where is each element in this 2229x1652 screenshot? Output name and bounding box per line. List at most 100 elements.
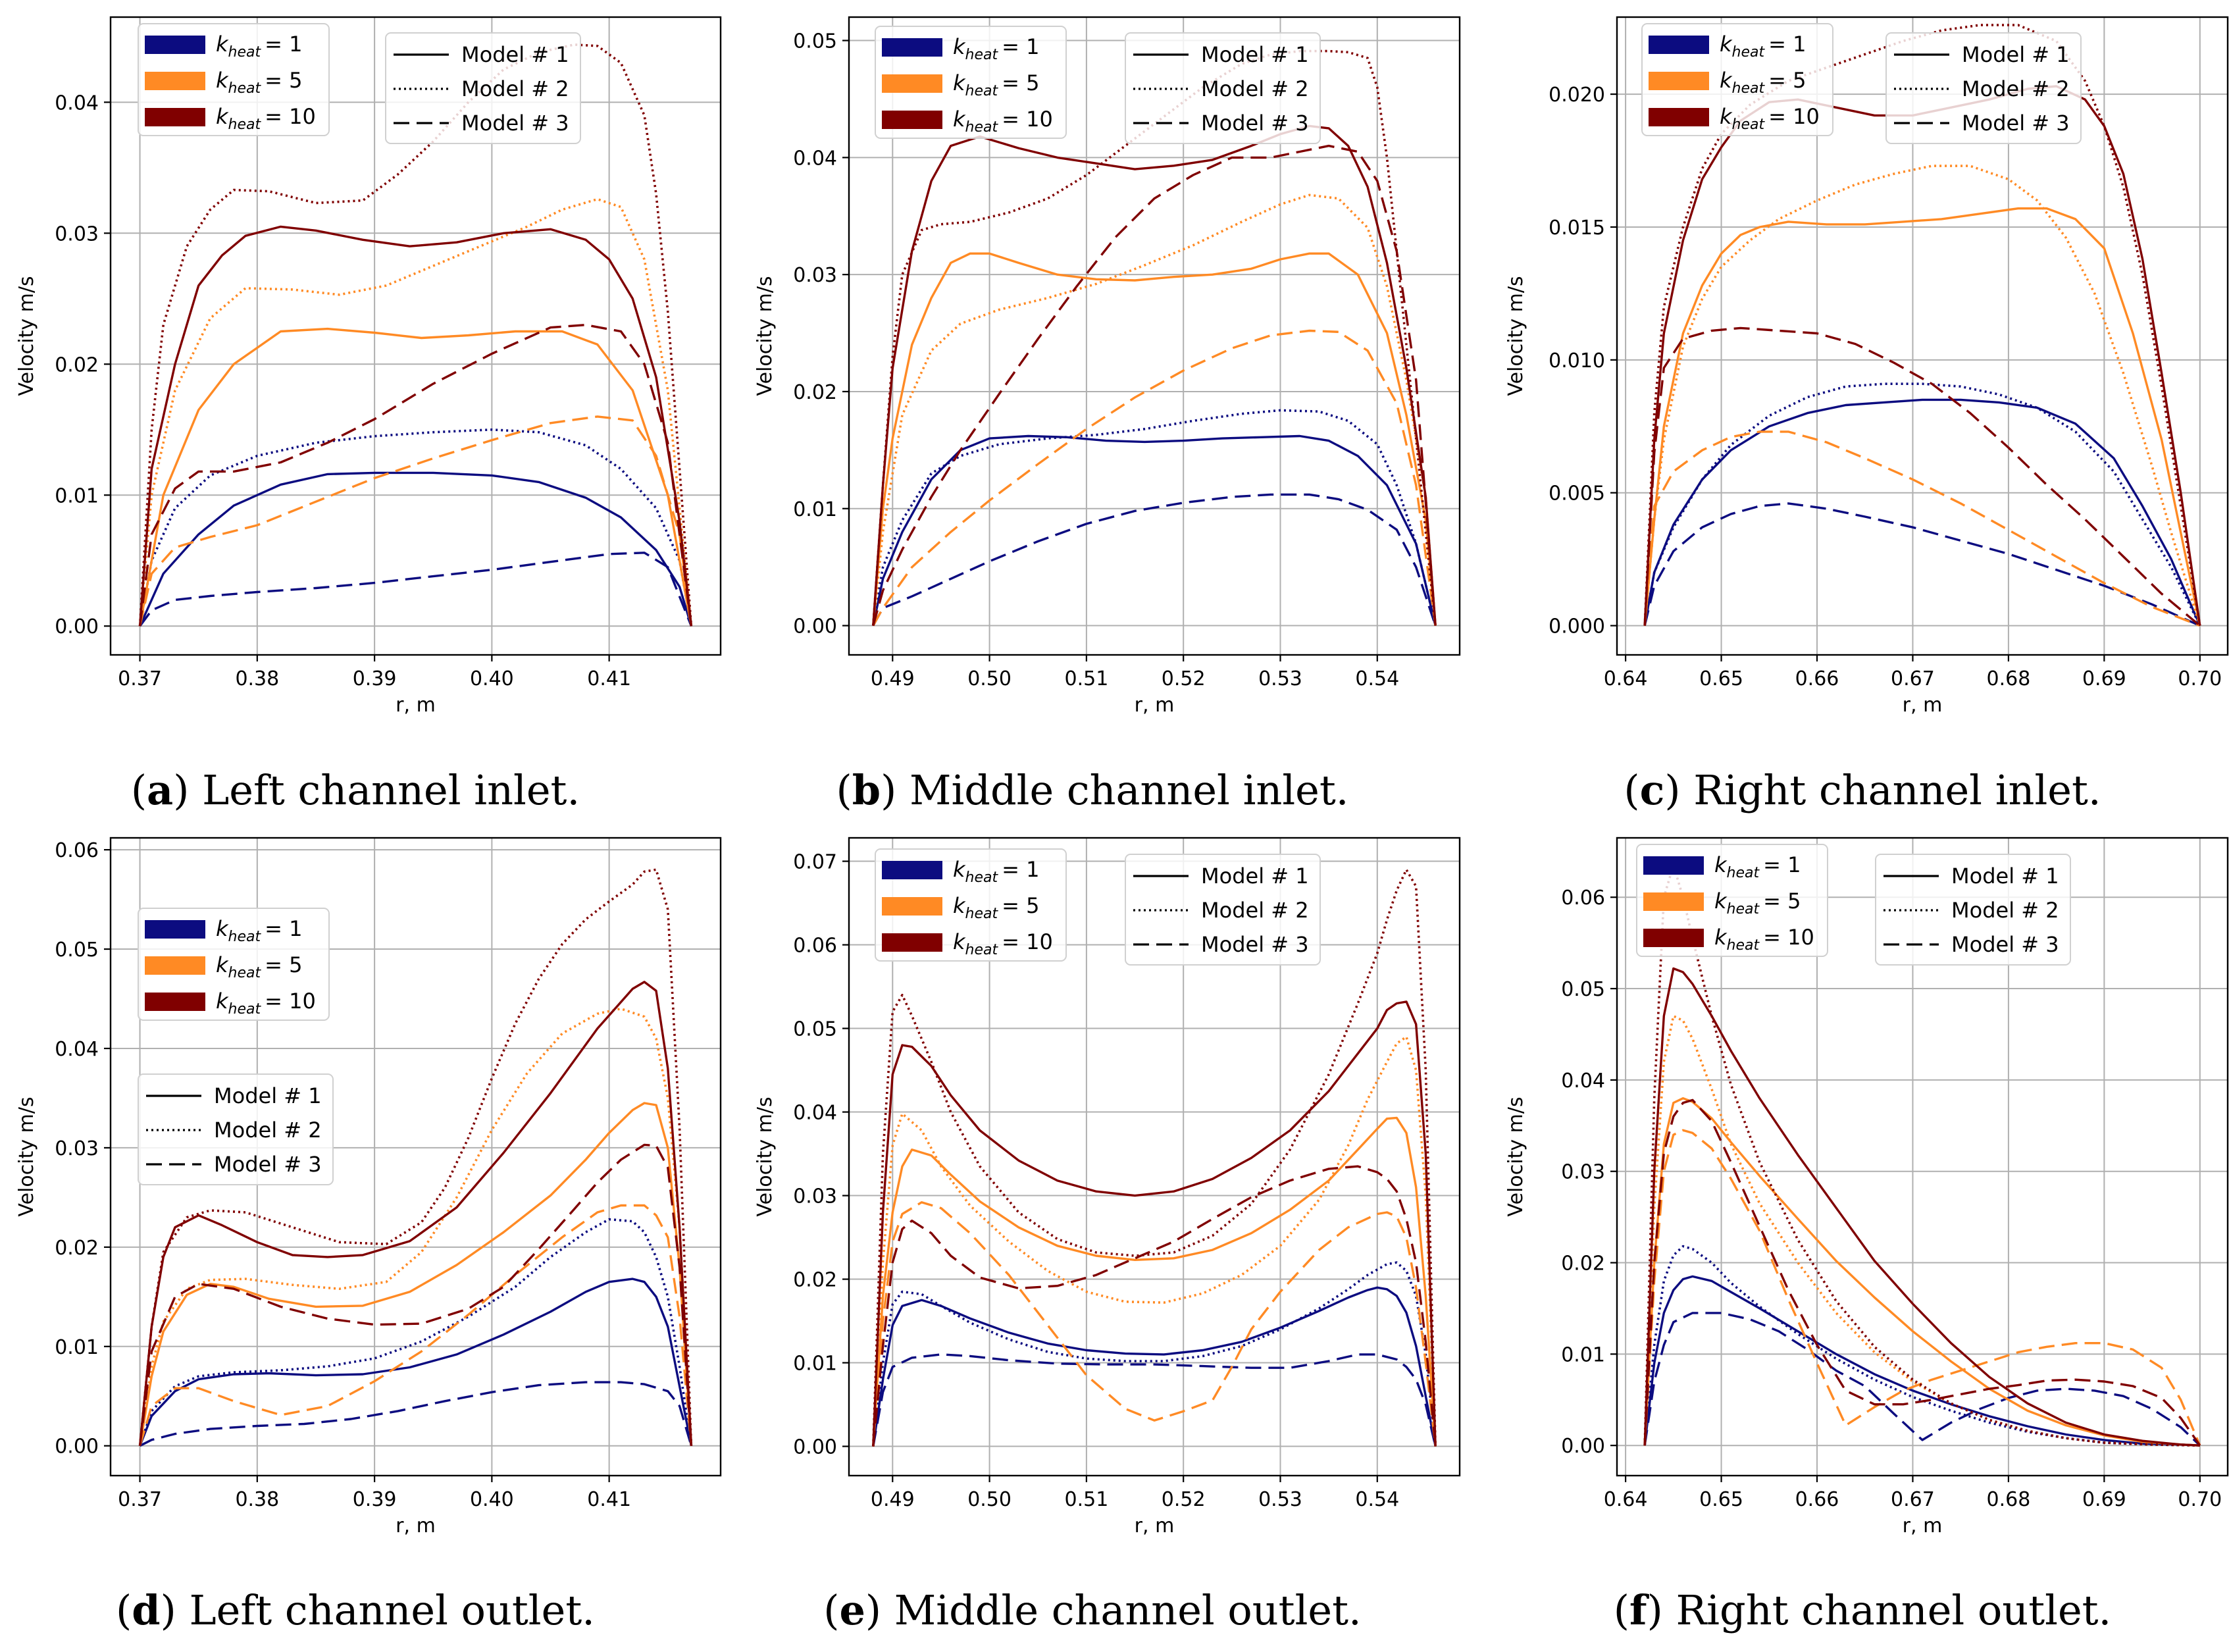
series-line: [1643, 1129, 2201, 1446]
legend-kheat-label: kheat = 1: [953, 857, 1039, 886]
series-line: [1643, 1312, 2201, 1447]
y-tick-label: 0.01: [793, 1353, 837, 1376]
series-line: [139, 471, 693, 627]
series-line: [872, 409, 1437, 627]
x-tick-label: 0.39: [353, 1488, 397, 1511]
x-tick-label: 0.53: [1258, 667, 1302, 690]
series-line: [872, 1286, 1437, 1447]
plot-frame: [848, 16, 1461, 656]
series-group: [872, 49, 1437, 627]
plot-frame: [109, 16, 722, 656]
legend-swatch: [145, 956, 205, 975]
legend-model: [1125, 32, 1321, 144]
legend-kheat-label: kheat = 5: [953, 893, 1039, 922]
x-tick-label: 0.37: [118, 1488, 162, 1511]
y-tick-label: 0.00: [55, 1435, 99, 1458]
y-tick-label: 0.01: [1561, 1343, 1605, 1366]
x-tick-label: 0.53: [1258, 1488, 1302, 1511]
series-line: [139, 1381, 693, 1447]
legend-model: [138, 1073, 334, 1185]
series-group: [1643, 864, 2201, 1447]
x-tick-label: 0.70: [2178, 667, 2222, 690]
panel-caption: (e) Middle channel outlet.: [823, 1586, 1362, 1634]
legend-kheat-label: kheat = 1: [216, 916, 302, 945]
legend-kheat-label: kheat = 1: [216, 32, 302, 61]
legend-swatch: [882, 861, 942, 879]
legend-model-label: Model # 1: [461, 42, 569, 67]
legend-model-label: Model # 3: [461, 111, 569, 136]
series-line: [1643, 207, 2201, 626]
series-group: [138, 43, 693, 627]
legend-kheat-label: kheat = 1: [1720, 32, 1806, 61]
legend-swatch: [145, 36, 205, 54]
x-tick-label: 0.51: [1064, 1488, 1108, 1511]
legend-model-label: Model # 2: [214, 1118, 322, 1143]
y-tick-label: 0.000: [1549, 615, 1605, 638]
legend-swatch: [882, 897, 942, 916]
x-tick-label: 0.67: [1891, 667, 1935, 690]
y-tick-label: 0.04: [55, 91, 99, 115]
legend-model-label: Model # 1: [1201, 864, 1309, 889]
series-line: [872, 124, 1437, 626]
y-tick-label: 0.04: [55, 1038, 99, 1061]
y-tick-label: 0.00: [55, 615, 99, 638]
legend-model-label: Model # 1: [214, 1083, 322, 1108]
y-tick-label: 0.06: [793, 935, 837, 958]
y-tick-label: 0.07: [793, 851, 837, 874]
series-line: [1643, 398, 2201, 627]
legend-kheat-label: kheat = 10: [1714, 925, 1814, 954]
legend-swatch: [1649, 108, 1709, 126]
series-line: [1643, 165, 2201, 627]
series-line: [138, 1143, 693, 1446]
x-tick-label: 0.49: [871, 667, 915, 690]
series-line: [872, 1000, 1437, 1447]
legend-swatch: [145, 108, 205, 126]
x-tick-label: 0.64: [1604, 667, 1648, 690]
panel-a: 0.37 0.38 0.39 0.40 0.41 0.00 0.01 0.02 0.03 0.04…: [15, 16, 722, 814]
series-line: [138, 415, 693, 627]
series-line: [1643, 382, 2201, 627]
x-tick-label: 0.69: [2082, 667, 2126, 690]
y-tick-label: 0.00: [793, 615, 837, 638]
panel-caption: (d) Left channel outlet.: [116, 1586, 595, 1634]
y-tick-label: 0.01: [793, 498, 837, 521]
x-tick-label: 0.66: [1795, 1488, 1839, 1511]
legend-model-label: Model # 2: [1962, 76, 2070, 101]
y-tick-label: 0.02: [55, 353, 99, 376]
legend-model-label: Model # 2: [1951, 898, 2059, 923]
x-axis-label: r, m: [396, 1514, 436, 1537]
y-tick-label: 0.01: [55, 484, 99, 507]
legend-kheat-label: kheat = 5: [216, 952, 302, 981]
legend-kheat-label: kheat = 5: [1720, 68, 1806, 97]
legend-swatch: [1643, 929, 1704, 947]
series-line: [1643, 967, 2200, 1447]
legend-swatch: [145, 920, 205, 939]
series-line: [138, 1204, 693, 1447]
x-tick-label: 0.38: [235, 1488, 279, 1511]
panel-caption: (a) Left channel inlet.: [131, 766, 580, 814]
series-line: [1643, 1098, 2201, 1447]
y-tick-label: 0.020: [1549, 84, 1605, 107]
panel-e: 0.49 0.50 0.51 0.52 0.53 0.54 0.00 0.01 0.02 0.03…: [754, 837, 1461, 1634]
series-line: [872, 144, 1437, 627]
x-tick-label: 0.50: [967, 667, 1012, 690]
panel-d: 0.37 0.38 0.39 0.40 0.41 0.00 0.01 0.02 0.03 0.04…: [15, 837, 722, 1634]
panel-caption: (f) Right channel outlet.: [1614, 1586, 2112, 1634]
y-tick-label: 0.03: [1561, 1161, 1605, 1184]
series-line: [1643, 502, 2201, 627]
legend-swatch: [882, 74, 942, 93]
legend-model: [1125, 854, 1321, 966]
series-line: [872, 493, 1437, 627]
series-line: [872, 194, 1437, 626]
legend-model: [1875, 854, 2071, 966]
y-tick-label: 0.05: [55, 939, 99, 962]
series-line: [138, 428, 693, 627]
x-tick-label: 0.68: [1987, 667, 2031, 690]
y-axis-label: Velocity m/s: [754, 1097, 777, 1216]
y-tick-label: 0.02: [793, 1269, 837, 1292]
legend-model-label: Model # 2: [1201, 76, 1309, 101]
y-tick-label: 0.06: [1561, 887, 1605, 910]
legend-swatch: [1649, 36, 1709, 54]
x-tick-label: 0.40: [470, 1488, 514, 1511]
panel-c: 0.64 0.65 0.66 0.67 0.68 0.69 0.70 0.000 0.005 0.…: [1504, 16, 2229, 814]
